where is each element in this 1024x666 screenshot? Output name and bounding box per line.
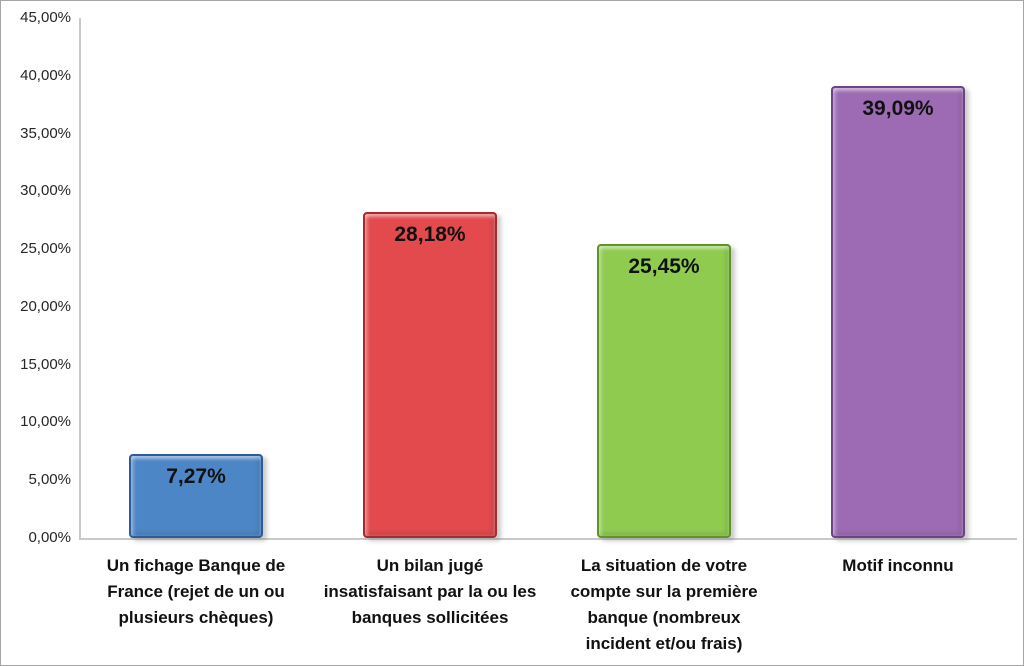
bar-2: 28,18% [363,212,497,538]
bar-value-label: 25,45% [628,254,700,278]
y-tick-label: 15,00% [20,355,71,373]
y-tick-label: 35,00% [20,124,71,142]
x-category-label: Un fichage Banque de France (rejet de un… [106,556,286,627]
x-category-label: Un bilan jugé insatisfaisant par la ou l… [323,556,537,627]
y-tick-label: 5,00% [28,471,71,489]
bar-value-label: 28,18% [394,223,466,247]
bar-4: 39,09% [831,86,965,538]
bar-value-label: 39,09% [862,97,934,121]
x-category-label: La situation de votre compte sur la prem… [570,556,758,653]
y-tick-label: 10,00% [20,413,71,431]
y-tick-label: 45,00% [20,9,71,26]
y-tick-label: 0,00% [28,529,71,546]
x-category-label: Motif inconnu [842,556,954,575]
y-tick-label: 20,00% [20,297,71,315]
bar-value-label: 7,27% [166,464,226,488]
y-tick-label: 40,00% [20,66,71,84]
y-tick-label: 25,00% [20,240,71,258]
bar-3: 25,45% [597,243,731,538]
y-tick-label: 30,00% [20,182,71,200]
bar-1: 7,27% [129,453,263,538]
